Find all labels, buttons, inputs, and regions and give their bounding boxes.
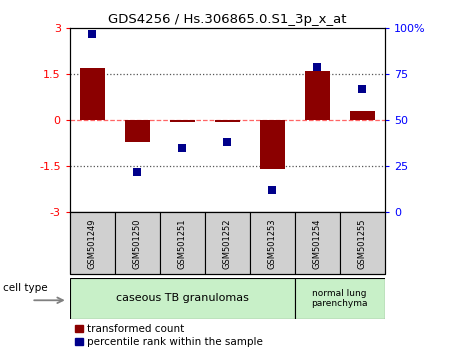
Bar: [205, 212, 250, 274]
Bar: [215, 120, 239, 122]
Text: GSM501254: GSM501254: [313, 218, 322, 269]
Bar: [305, 71, 329, 120]
Bar: [70, 212, 115, 274]
Text: cell type: cell type: [4, 283, 48, 293]
Bar: [350, 111, 374, 120]
Bar: [170, 120, 194, 122]
Bar: [70, 212, 385, 274]
Bar: [70, 278, 295, 319]
Text: GSM501251: GSM501251: [178, 218, 187, 269]
Text: GSM501255: GSM501255: [358, 218, 367, 269]
Text: GSM501253: GSM501253: [268, 218, 277, 269]
Text: GSM501250: GSM501250: [133, 218, 142, 269]
Bar: [295, 278, 385, 319]
Bar: [115, 212, 160, 274]
Bar: [260, 120, 284, 170]
Bar: [250, 212, 295, 274]
Legend: transformed count, percentile rank within the sample: transformed count, percentile rank withi…: [75, 324, 263, 347]
Text: normal lung
parenchyma: normal lung parenchyma: [311, 289, 368, 308]
Bar: [80, 68, 104, 120]
Text: GSM501252: GSM501252: [223, 218, 232, 269]
Title: GDS4256 / Hs.306865.0.S1_3p_x_at: GDS4256 / Hs.306865.0.S1_3p_x_at: [108, 13, 346, 26]
Bar: [125, 120, 149, 142]
Text: caseous TB granulomas: caseous TB granulomas: [116, 293, 249, 303]
Bar: [295, 212, 340, 274]
Bar: [340, 212, 385, 274]
Bar: [160, 212, 205, 274]
Text: GSM501249: GSM501249: [88, 218, 97, 269]
